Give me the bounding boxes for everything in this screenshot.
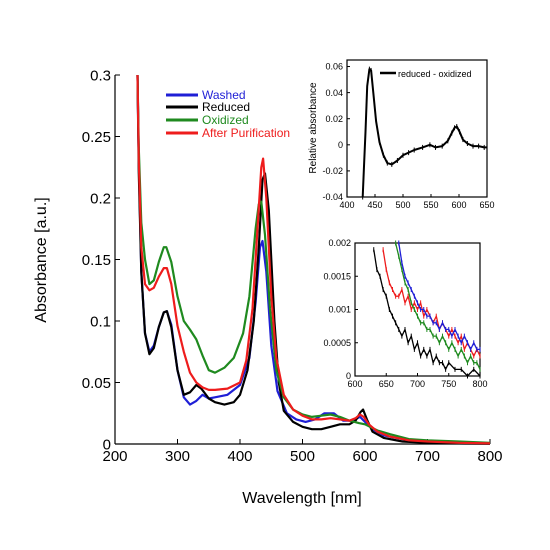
inset1-frame	[346, 59, 488, 198]
main-y-tick-label: 0.3	[90, 67, 111, 84]
difference-spectrum-inset: 400 450 500 550 600 650 -0.04 -0.02 0 0.02 0.04 0.…	[308, 59, 495, 210]
legend-label-oxidized: Oxidized	[202, 113, 249, 127]
main-x-tick-label: 300	[165, 448, 190, 465]
main-chart: 200 300 400 500 600 700 800 0 0.05 0.1 0.15 0.2 0.2…	[33, 67, 503, 507]
main-y-tick-label: 0	[103, 436, 111, 453]
legend: Washed Reduced Oxidized After Purificati…	[166, 88, 290, 140]
inset1-x-tick-label: 450	[367, 200, 382, 210]
legend-label-washed: Washed	[202, 88, 246, 102]
main-x-tick-label: 600	[352, 448, 377, 465]
inset1-y-tick-label: 0.02	[325, 114, 343, 124]
inset2-series-2-line	[394, 242, 481, 370]
y-axis-ticks: 0 0.05 0.1 0.15 0.2 0.25 0.3	[82, 67, 120, 453]
tail-zoom-inset: 600 650 700 750 800 0 0.0005 0.001 0.0015 0.002	[323, 238, 487, 389]
inset2-y-tick-label: 0.001	[328, 305, 351, 315]
inset2-y-tick-label: 0	[346, 371, 351, 381]
legend-label-reduced: Reduced	[202, 100, 250, 114]
main-x-tick-label: 400	[227, 448, 252, 465]
inset2-y-tick-label: 0.0005	[323, 338, 351, 348]
inset2-x-tick-label: 650	[379, 379, 394, 389]
inset1-x-ticks: 400 450 500 550 600 650	[339, 194, 495, 210]
inset1-y-tick-label: 0	[338, 140, 343, 150]
inset2-x-tick-label: 750	[441, 379, 456, 389]
y-axis-label: Absorbance [a.u.]	[33, 197, 50, 322]
inset2-x-tick-label: 800	[472, 379, 487, 389]
legend-item-reduced: Reduced	[166, 100, 250, 114]
inset2-y-tick-label: 0.002	[328, 238, 351, 248]
x-axis-label: Wavelength [nm]	[242, 490, 361, 507]
inset1-legend: reduced - oxidized	[380, 69, 472, 79]
inset1-x-tick-label: 400	[339, 200, 354, 210]
main-x-tick-label: 800	[477, 448, 502, 465]
inset1-y-tick-label: 0.06	[325, 62, 343, 72]
main-series-oxidized-line	[136, 74, 491, 444]
inset1-x-tick-label: 650	[479, 200, 494, 210]
main-series-after-purification-line	[136, 74, 491, 445]
inset2-x-tick-label: 700	[410, 379, 425, 389]
inset2-y-tick-label: 0.0015	[323, 271, 351, 281]
inset2-y-ticks: 0 0.0005 0.001 0.0015 0.002	[323, 238, 358, 381]
inset1-x-tick-label: 550	[423, 200, 438, 210]
legend-item-after-purification: After Purification	[166, 126, 290, 140]
inset1-y-tick-label: -0.04	[322, 192, 343, 202]
inset1-series	[361, 66, 488, 200]
main-series-lines	[136, 74, 491, 445]
legend-item-washed: Washed	[166, 88, 246, 102]
inset1-y-ticks: -0.04 -0.02 0 0.02 0.04 0.06	[322, 62, 350, 202]
main-y-tick-label: 0.05	[82, 375, 111, 392]
main-y-tick-label: 0.15	[82, 252, 111, 269]
main-y-tick-label: 0.25	[82, 129, 111, 146]
inset2-x-tick-label: 600	[347, 379, 362, 389]
main-y-tick-label: 0.2	[90, 190, 111, 207]
legend-label-after-purification: After Purification	[202, 126, 290, 140]
inset1-y-tick-label: -0.02	[322, 166, 343, 176]
inset1-x-tick-label: 500	[395, 200, 410, 210]
main-x-tick-label: 200	[102, 448, 127, 465]
inset1-y-tick-label: 0.04	[325, 88, 343, 98]
x-axis-ticks: 200 300 400 500 600 700 800	[102, 439, 503, 465]
legend-item-oxidized: Oxidized	[166, 113, 249, 127]
inset1-y-axis-label: Relative absorbance	[308, 82, 319, 174]
inset1-legend-label: reduced - oxidized	[398, 69, 472, 79]
main-series-reduced-line	[136, 74, 491, 445]
main-y-tick-label: 0.1	[90, 313, 111, 330]
main-x-tick-label: 700	[415, 448, 440, 465]
main-x-tick-label: 500	[290, 448, 315, 465]
inset2-series	[373, 240, 481, 379]
inset1-x-tick-label: 600	[451, 200, 466, 210]
